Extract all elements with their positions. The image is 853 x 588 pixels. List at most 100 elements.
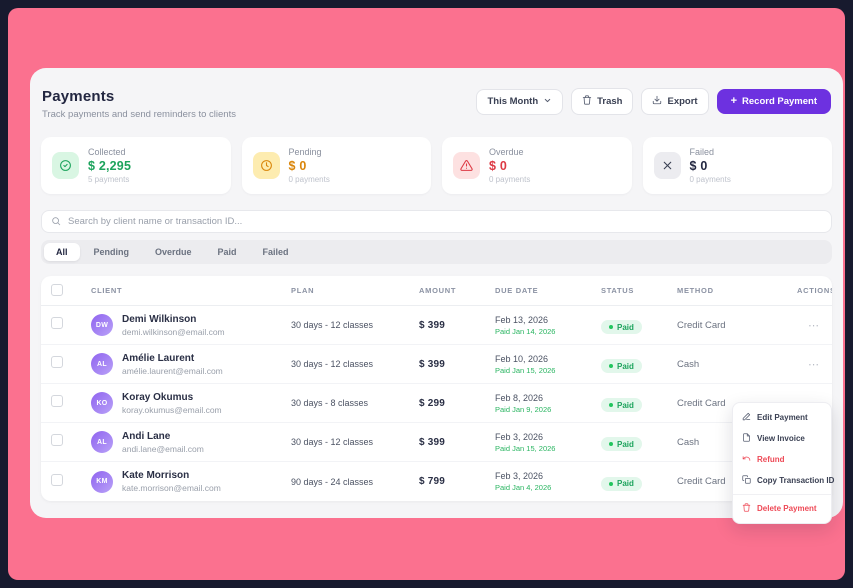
copy-icon <box>742 475 751 486</box>
table-row: KM Kate Morrison kate.morrison@email.com… <box>41 462 832 501</box>
stat-card-failed: Failed $ 0 0 payments <box>642 137 832 194</box>
search-input[interactable] <box>68 216 822 227</box>
menu-item-delete-payment[interactable]: Delete Payment <box>733 498 831 519</box>
payments-panel: Payments Track payments and send reminde… <box>30 68 843 518</box>
search-bar <box>41 210 832 233</box>
status-dot-icon <box>609 481 613 486</box>
stat-label: Collected <box>88 147 126 157</box>
download-icon <box>652 95 662 108</box>
trash-label: Trash <box>597 96 623 107</box>
plan: 90 days - 24 classes <box>291 476 374 487</box>
stat-sub: 5 payments <box>88 175 130 184</box>
stats-row: Collected $ 2,295 5 payments Pending $ 0… <box>41 137 832 194</box>
file-icon <box>742 433 751 444</box>
avatar: AL <box>91 431 113 453</box>
trash-icon <box>742 503 751 514</box>
stat-value: $ 0 <box>288 159 307 173</box>
trash-button[interactable]: Trash <box>571 88 634 115</box>
paid-on-date: Paid Jan 14, 2026 <box>495 326 556 336</box>
paid-on-date: Paid Jan 15, 2026 <box>495 443 556 453</box>
export-label: Export <box>667 96 698 107</box>
status-dot-icon <box>609 325 613 329</box>
table-row: AL Amélie Laurent amélie.laurent@email.c… <box>41 345 832 384</box>
menu-item-copy-transaction-id[interactable]: Copy Transaction ID <box>733 470 834 491</box>
payment-method: Cash <box>677 436 700 448</box>
period-dropdown[interactable]: This Month <box>476 88 564 115</box>
pink-background: Payments Track payments and send reminde… <box>8 8 845 580</box>
stat-label: Overdue <box>489 147 524 157</box>
stat-value: $ 0 <box>689 159 708 173</box>
column-header-client: CLIENT <box>91 286 123 295</box>
table-body: DW Demi Wilkinson demi.wilkinson@email.c… <box>41 306 832 501</box>
edit-icon <box>742 412 751 423</box>
filter-tab-pending[interactable]: Pending <box>93 247 130 257</box>
check-circle-icon <box>52 152 79 179</box>
row-checkbox[interactable] <box>51 395 63 407</box>
due-date: Feb 8, 2026 <box>495 392 544 403</box>
row-checkbox[interactable] <box>51 473 63 486</box>
filter-tabs: All Pending Overdue Paid Failed <box>41 240 832 264</box>
payment-method: Credit Card <box>677 319 726 331</box>
row-actions-button[interactable]: ⋯ <box>808 319 820 332</box>
stat-sub: 0 payments <box>489 175 531 184</box>
amount: $ 799 <box>419 476 446 487</box>
record-payment-button[interactable]: + Record Payment <box>716 89 831 114</box>
stat-value: $ 2,295 <box>88 159 132 173</box>
table-row: AL Andi Lane andi.lane@email.com 30 days… <box>41 423 832 462</box>
avatar: KO <box>91 392 113 414</box>
amount: $ 299 <box>419 397 446 409</box>
filter-tab-all[interactable]: All <box>44 243 80 261</box>
row-actions-button[interactable]: ⋯ <box>808 358 820 371</box>
record-payment-label: Record Payment <box>742 96 817 107</box>
stat-label: Failed <box>689 147 715 157</box>
due-date: Feb 3, 2026 <box>495 471 544 481</box>
menu-separator <box>733 494 831 495</box>
client-email: amélie.laurent@email.com <box>122 365 223 376</box>
filter-tab-overdue[interactable]: Overdue <box>155 247 192 257</box>
row-actions-context-menu: Edit Payment View Invoice Refund Copy Tr… <box>732 402 834 524</box>
export-button[interactable]: Export <box>641 88 709 115</box>
payment-method: Credit Card <box>677 397 726 409</box>
amount: $ 399 <box>419 358 446 370</box>
row-checkbox[interactable] <box>51 356 63 368</box>
menu-item-edit-payment[interactable]: Edit Payment <box>733 407 831 428</box>
menu-item-view-invoice[interactable]: View Invoice <box>733 428 831 449</box>
period-label: This Month <box>487 96 539 107</box>
clock-icon <box>252 152 280 179</box>
plan: 30 days - 12 classes <box>291 320 374 330</box>
toolbar: This Month Trash Export + Record Payment <box>476 88 831 115</box>
payments-table: CLIENT PLAN AMOUNT DUE DATE STATUS METHO… <box>41 276 832 501</box>
client-name: Koray Okumus <box>122 391 194 403</box>
avatar: DW <box>91 314 113 336</box>
column-header-method: METHOD <box>677 286 714 295</box>
x-icon <box>653 152 681 179</box>
row-checkbox[interactable] <box>51 317 63 329</box>
client-email: andi.lane@email.com <box>122 443 204 454</box>
column-header-plan: PLAN <box>291 286 315 295</box>
payment-method: Credit Card <box>677 476 726 487</box>
stat-value: $ 0 <box>489 159 507 173</box>
column-header-status: STATUS <box>601 286 635 295</box>
status-badge: Paid <box>601 320 642 334</box>
row-checkbox[interactable] <box>51 434 63 446</box>
plan: 30 days - 12 classes <box>291 359 374 369</box>
status-badge: Paid <box>601 437 642 451</box>
alert-triangle-icon <box>453 152 480 179</box>
status-badge: Paid <box>601 359 642 373</box>
chevron-down-icon <box>543 96 552 108</box>
stat-label: Pending <box>288 147 322 157</box>
column-header-amount: AMOUNT <box>419 286 457 295</box>
select-all-checkbox[interactable] <box>51 284 63 297</box>
stat-card-pending: Pending $ 0 0 payments <box>241 137 431 194</box>
plan: 30 days - 8 classes <box>291 398 369 408</box>
menu-item-refund[interactable]: Refund <box>733 449 831 470</box>
filter-tab-paid[interactable]: Paid <box>217 247 237 257</box>
plus-icon: + <box>730 95 738 107</box>
client-name: Andi Lane <box>122 430 171 442</box>
filter-tab-failed[interactable]: Failed <box>262 247 289 257</box>
due-date: Feb 10, 2026 <box>495 353 549 364</box>
table-row: DW Demi Wilkinson demi.wilkinson@email.c… <box>41 306 832 345</box>
avatar: AL <box>91 353 113 375</box>
stat-card-collected: Collected $ 2,295 5 payments <box>41 137 231 194</box>
status-badge: Paid <box>601 398 642 412</box>
